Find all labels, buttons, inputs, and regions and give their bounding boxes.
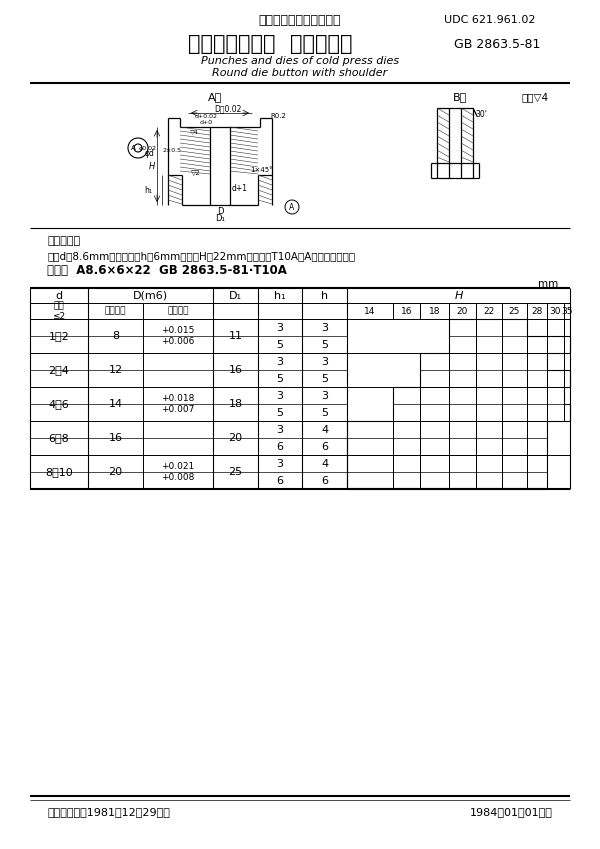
Text: D(m6): D(m6) <box>133 290 168 301</box>
Text: 30: 30 <box>550 306 561 316</box>
Text: 极限偏差: 极限偏差 <box>167 306 189 316</box>
Text: 6: 6 <box>321 441 328 452</box>
Text: 1－2: 1－2 <box>49 331 70 341</box>
Text: h₁: h₁ <box>144 185 152 194</box>
Text: 1984－01－01实施: 1984－01－01实施 <box>470 807 553 817</box>
Text: D: D <box>217 206 223 216</box>
Text: ▽2: ▽2 <box>191 169 201 175</box>
Text: 标记示例：: 标记示例： <box>47 236 80 246</box>
Text: h: h <box>321 290 328 301</box>
Text: +0.015
+0.006: +0.015 +0.006 <box>161 326 194 346</box>
Text: 6: 6 <box>277 475 284 486</box>
Text: A: A <box>131 145 136 151</box>
Text: GB 2863.5-81: GB 2863.5-81 <box>454 37 540 50</box>
Text: 16: 16 <box>229 365 242 375</box>
Text: φ0.02: φ0.02 <box>139 145 157 150</box>
Text: 3: 3 <box>321 357 328 367</box>
Text: 16: 16 <box>109 433 122 443</box>
Text: 孔径d＝8.6mm、刃壁高度h＝6mm、高度H＝22mm、材料为T10A的A型带合圆凹模：: 孔径d＝8.6mm、刃壁高度h＝6mm、高度H＝22mm、材料为T10A的A型带… <box>47 251 355 261</box>
Text: φd: φd <box>145 149 155 158</box>
Text: 4: 4 <box>321 458 328 469</box>
Text: 5: 5 <box>277 374 284 384</box>
Text: d+0.02: d+0.02 <box>194 114 218 119</box>
Text: 30': 30' <box>475 110 487 119</box>
Text: 35: 35 <box>561 306 573 316</box>
Text: 6: 6 <box>321 475 328 486</box>
Text: 6: 6 <box>277 441 284 452</box>
Text: B型: B型 <box>453 92 467 102</box>
Text: 4－6: 4－6 <box>49 399 70 409</box>
Text: R0.2: R0.2 <box>270 113 286 119</box>
Text: +0.018
+0.007: +0.018 +0.007 <box>161 394 194 413</box>
Text: 18: 18 <box>229 399 242 409</box>
Text: Punches and dies of cold press dies: Punches and dies of cold press dies <box>201 56 399 66</box>
Text: d: d <box>55 290 62 301</box>
Text: 3: 3 <box>277 458 284 469</box>
Text: 中华人民共和国国家标准: 中华人民共和国国家标准 <box>259 14 341 26</box>
Text: A: A <box>289 203 295 211</box>
Text: 3: 3 <box>277 323 284 333</box>
Text: D－0.02: D－0.02 <box>214 104 242 114</box>
Text: 4: 4 <box>321 424 328 435</box>
Text: 28: 28 <box>532 306 542 316</box>
Text: 14: 14 <box>364 306 376 316</box>
Text: Round die button with shoulder: Round die button with shoulder <box>212 68 388 78</box>
Text: h₁: h₁ <box>274 290 286 301</box>
Text: +0.021
+0.008: +0.021 +0.008 <box>161 463 194 481</box>
Text: 冷冲模凸、凹模  带肩圆凹模: 冷冲模凸、凹模 带肩圆凹模 <box>188 34 352 54</box>
Text: 圆凹模  A8.6×6×22  GB 2863.5-81·T10A: 圆凹模 A8.6×6×22 GB 2863.5-81·T10A <box>47 263 287 277</box>
Text: 16: 16 <box>401 306 412 316</box>
Text: H: H <box>454 290 463 301</box>
Text: 12: 12 <box>109 365 122 375</box>
Text: 22: 22 <box>484 306 494 316</box>
Text: 3: 3 <box>277 424 284 435</box>
Text: 基本尺寸: 基本尺寸 <box>105 306 126 316</box>
Text: D₁: D₁ <box>229 290 242 301</box>
Text: 6－8: 6－8 <box>49 433 70 443</box>
Text: 国家标准总局1981－12－29发布: 国家标准总局1981－12－29发布 <box>47 807 170 817</box>
Text: UDC 621.961.02: UDC 621.961.02 <box>444 15 536 25</box>
Text: 3: 3 <box>321 391 328 401</box>
Text: 5: 5 <box>321 340 328 350</box>
Text: 14: 14 <box>109 399 122 409</box>
Text: H: H <box>149 161 155 171</box>
Text: 3: 3 <box>321 323 328 333</box>
Text: d+1: d+1 <box>232 183 248 193</box>
Text: 20: 20 <box>109 467 122 477</box>
Text: ▽4: ▽4 <box>190 130 199 134</box>
Text: D₁: D₁ <box>215 213 225 222</box>
Text: 18: 18 <box>429 306 440 316</box>
Text: A型: A型 <box>208 92 222 102</box>
Text: 20: 20 <box>229 433 242 443</box>
Text: 2－4: 2－4 <box>49 365 70 375</box>
Text: 料厚
≤2: 料厚 ≤2 <box>52 301 65 321</box>
Text: d+0: d+0 <box>199 120 212 125</box>
Text: 5: 5 <box>277 340 284 350</box>
Text: 20: 20 <box>457 306 468 316</box>
Text: mm: mm <box>538 279 558 289</box>
Text: 其余▽4: 其余▽4 <box>521 92 548 102</box>
Text: 25: 25 <box>509 306 520 316</box>
Text: 3: 3 <box>277 357 284 367</box>
Text: 11: 11 <box>229 331 242 341</box>
Text: 8－10: 8－10 <box>45 467 73 477</box>
Text: 5: 5 <box>277 408 284 418</box>
Text: 5: 5 <box>321 374 328 384</box>
Text: 8: 8 <box>112 331 119 341</box>
Text: 5: 5 <box>321 408 328 418</box>
Text: 3: 3 <box>277 391 284 401</box>
Text: 25: 25 <box>229 467 242 477</box>
Text: 1×45°: 1×45° <box>251 167 274 173</box>
Text: 2×0.5: 2×0.5 <box>163 148 182 153</box>
